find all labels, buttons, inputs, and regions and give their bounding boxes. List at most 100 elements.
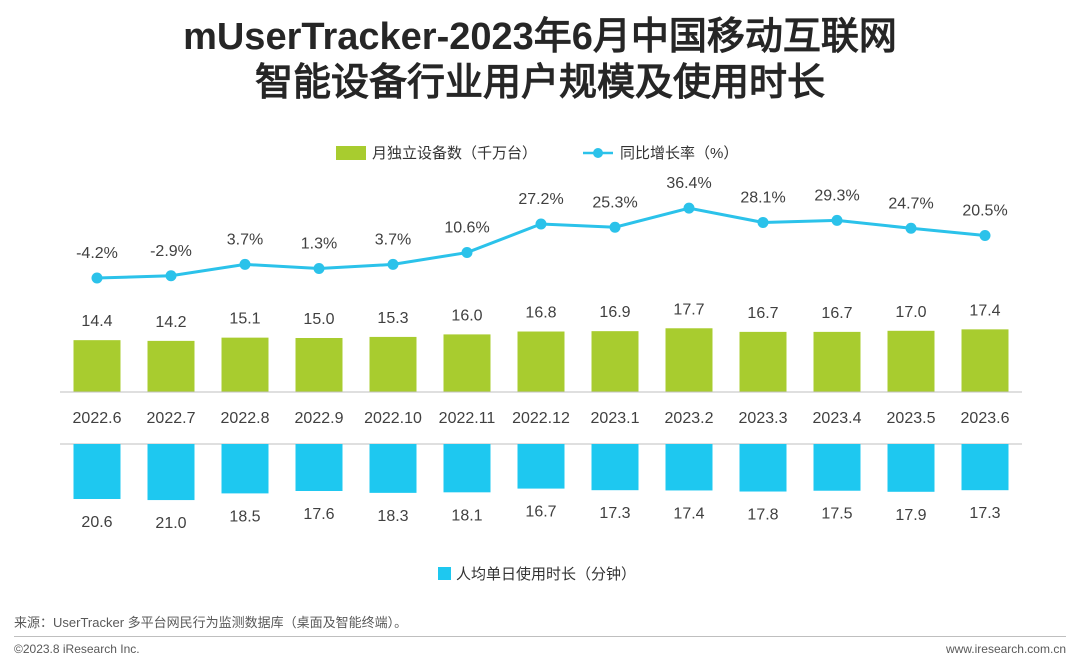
bar-duration bbox=[813, 444, 861, 491]
line-point-growth bbox=[905, 222, 917, 234]
data-label-growth: 1.3% bbox=[301, 236, 337, 253]
x-tick-label: 2022.12 bbox=[512, 410, 570, 427]
bar-duration bbox=[295, 444, 343, 491]
bar-devices bbox=[813, 331, 861, 392]
legend-marker-growth bbox=[593, 148, 603, 158]
data-label-devices: 16.0 bbox=[451, 307, 482, 324]
x-tick-label: 2022.10 bbox=[364, 410, 422, 427]
x-tick-label: 2022.7 bbox=[147, 410, 196, 427]
bar-devices bbox=[591, 331, 639, 392]
legend-label-growth: 同比增长率（%） bbox=[620, 145, 738, 162]
line-point-growth bbox=[313, 263, 325, 275]
data-label-devices: 15.0 bbox=[303, 311, 334, 328]
bar-devices bbox=[739, 331, 787, 392]
line-point-growth bbox=[683, 202, 695, 214]
source-note: 来源：UserTracker 多平台网民行为监测数据库（桌面及智能终端）。 bbox=[14, 615, 408, 630]
line-point-growth bbox=[239, 258, 251, 270]
line-point-growth bbox=[535, 218, 547, 230]
data-label-duration: 18.5 bbox=[229, 508, 260, 525]
data-label-devices: 15.1 bbox=[229, 311, 260, 328]
x-tick-label: 2022.9 bbox=[295, 410, 344, 427]
bar-devices bbox=[887, 330, 935, 392]
data-label-devices: 17.7 bbox=[673, 301, 704, 318]
data-label-devices: 16.9 bbox=[599, 304, 630, 321]
chart-title-line-2: 智能设备行业用户规模及使用时长 bbox=[254, 62, 825, 104]
bar-duration bbox=[665, 444, 713, 491]
data-label-growth: 27.2% bbox=[518, 191, 563, 208]
data-label-devices: 14.4 bbox=[81, 313, 112, 330]
website: www.iresearch.com.cn bbox=[945, 642, 1066, 656]
combo-chart: 月独立设备数（千万台） 同比增长率（%） 14.4 14.2 15.1 15.0 15.3 1… bbox=[60, 145, 1022, 583]
x-tick-label: 2022.11 bbox=[439, 410, 496, 427]
data-label-duration: 17.5 bbox=[821, 506, 852, 523]
data-label-duration: 17.4 bbox=[673, 505, 704, 522]
bar-devices bbox=[295, 338, 343, 392]
bar-duration bbox=[73, 444, 121, 500]
data-label-duration: 18.3 bbox=[377, 508, 408, 525]
data-label-duration: 17.3 bbox=[969, 505, 1000, 522]
data-label-growth: 3.7% bbox=[375, 231, 411, 248]
data-label-growth: 10.6% bbox=[444, 220, 489, 237]
line-point-growth bbox=[461, 247, 473, 259]
bar-devices bbox=[221, 337, 269, 392]
bar-duration bbox=[443, 444, 491, 493]
data-label-growth: 24.7% bbox=[888, 195, 933, 212]
legend-swatch-duration bbox=[438, 567, 451, 580]
data-label-devices: 17.0 bbox=[895, 304, 926, 321]
data-label-growth: 20.5% bbox=[962, 203, 1007, 220]
line-point-growth bbox=[831, 214, 843, 226]
line-point-growth bbox=[757, 216, 769, 228]
x-tick-label: 2023.2 bbox=[665, 410, 714, 427]
line-point-growth bbox=[165, 270, 177, 282]
bar-devices bbox=[73, 340, 121, 392]
data-label-devices: 14.2 bbox=[155, 314, 186, 331]
x-tick-label: 2023.1 bbox=[591, 410, 640, 427]
x-tick-label: 2022.8 bbox=[221, 410, 270, 427]
bar-duration bbox=[591, 444, 639, 491]
bar-duration bbox=[961, 444, 1009, 491]
bar-duration bbox=[369, 444, 417, 493]
bar-devices bbox=[147, 340, 195, 392]
data-label-duration: 17.3 bbox=[599, 505, 630, 522]
data-label-growth: 36.4% bbox=[666, 175, 711, 192]
bar-devices bbox=[665, 328, 713, 392]
x-tick-label: 2023.3 bbox=[739, 410, 788, 427]
bar-devices bbox=[517, 331, 565, 392]
data-label-devices: 17.4 bbox=[969, 302, 1000, 319]
x-tick-label: 2023.6 bbox=[961, 410, 1010, 427]
footer-divider bbox=[14, 636, 1066, 637]
data-label-duration: 18.1 bbox=[451, 507, 482, 524]
line-point-growth bbox=[91, 272, 103, 284]
data-label-duration: 20.6 bbox=[81, 514, 112, 531]
bar-duration bbox=[887, 444, 935, 492]
data-label-growth: 29.3% bbox=[814, 187, 859, 204]
bar-duration bbox=[517, 444, 565, 489]
copyright: ©2023.8 iResearch Inc. bbox=[14, 642, 140, 656]
chart-title-line-1: mUserTracker-2023年6月中国移动互联网 bbox=[183, 16, 897, 58]
data-label-duration: 17.9 bbox=[895, 507, 926, 524]
data-label-growth: -2.9% bbox=[150, 243, 192, 260]
data-label-duration: 17.8 bbox=[747, 507, 778, 524]
line-point-growth bbox=[609, 221, 621, 233]
legend-label-devices: 月独立设备数（千万台） bbox=[372, 145, 537, 162]
bar-devices bbox=[369, 336, 417, 392]
bar-devices bbox=[961, 329, 1009, 392]
data-label-growth: 25.3% bbox=[592, 194, 637, 211]
line-point-growth bbox=[387, 258, 399, 270]
chart-title: mUserTracker-2023年6月中国移动互联网 智能设备行业用户规模及使… bbox=[0, 14, 1080, 106]
data-label-growth: 28.1% bbox=[740, 189, 785, 206]
data-label-duration: 17.6 bbox=[303, 506, 334, 523]
data-label-devices: 16.8 bbox=[525, 305, 556, 322]
line-point-growth bbox=[979, 230, 991, 242]
data-label-devices: 16.7 bbox=[821, 305, 852, 322]
bar-duration bbox=[147, 444, 195, 501]
legend-label-duration: 人均单日使用时长（分钟） bbox=[456, 566, 636, 583]
data-label-growth: 3.7% bbox=[227, 231, 263, 248]
data-label-duration: 16.7 bbox=[525, 504, 556, 521]
bar-duration bbox=[221, 444, 269, 494]
data-label-devices: 15.3 bbox=[377, 310, 408, 327]
data-label-duration: 21.0 bbox=[155, 515, 186, 532]
x-tick-label: 2023.4 bbox=[813, 410, 862, 427]
bar-duration bbox=[739, 444, 787, 492]
x-tick-label: 2023.5 bbox=[887, 410, 936, 427]
